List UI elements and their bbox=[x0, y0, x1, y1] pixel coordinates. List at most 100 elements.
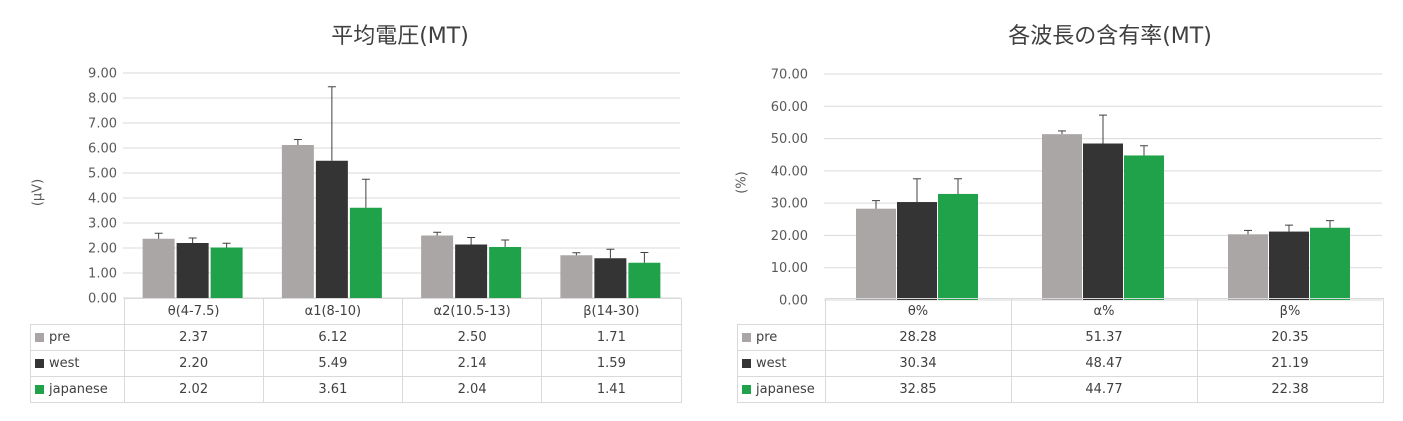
bar-pre bbox=[421, 235, 454, 298]
bar-japanese bbox=[210, 247, 243, 298]
table-corner bbox=[738, 299, 826, 325]
data-label: 6.12 bbox=[262, 324, 404, 351]
data-label: 1.59 bbox=[541, 350, 682, 377]
bar-west bbox=[176, 243, 209, 298]
category-label: β(14-30) bbox=[541, 298, 682, 325]
table-row: japanese 2.02 3.61 2.04 1.41 bbox=[30, 376, 682, 403]
data-label: 20.35 bbox=[1196, 324, 1384, 351]
series-name: pre bbox=[756, 330, 778, 345]
table-corner bbox=[31, 299, 125, 325]
table-row: west 2.20 5.49 2.14 1.59 bbox=[30, 350, 682, 377]
bar-west bbox=[315, 160, 348, 298]
data-label: 3.61 bbox=[262, 376, 404, 403]
legend-swatch bbox=[35, 385, 44, 394]
bar-west bbox=[897, 202, 937, 300]
chart-title: 各波長の含有率(MT) bbox=[1008, 24, 1212, 49]
data-label: 2.14 bbox=[401, 350, 543, 377]
data-label: 44.77 bbox=[1010, 376, 1198, 403]
data-label: 2.20 bbox=[123, 350, 264, 377]
legend-entry: pre bbox=[30, 324, 125, 351]
y-tick-label: 0.00 bbox=[779, 294, 808, 309]
table-row: pre 28.28 51.37 20.35 bbox=[737, 324, 1384, 351]
data-label: 22.38 bbox=[1196, 376, 1384, 403]
data-label: 28.28 bbox=[824, 324, 1012, 351]
voltage-chart-panel: 平均電圧(MT) (μV) 0.00 1.00 2.00 3.00 4.00 5.00 6.… bbox=[0, 0, 700, 421]
y-tick-label: 10.00 bbox=[771, 261, 808, 276]
series-name: pre bbox=[49, 330, 71, 345]
bar-japanese bbox=[489, 247, 522, 298]
y-tick-label: 40.00 bbox=[771, 164, 808, 179]
content-rate-chart-panel: 各波長の含有率(MT) (%) 0.00 10.00 20.00 30.00 40.00… bbox=[700, 0, 1403, 421]
y-tick-label: 30.00 bbox=[771, 197, 808, 212]
bar-west bbox=[594, 258, 627, 298]
legend-swatch bbox=[742, 385, 751, 394]
series-name: west bbox=[49, 356, 80, 371]
category-label: α2(10.5-13) bbox=[401, 298, 543, 325]
bar-japanese bbox=[1310, 227, 1350, 300]
data-label: 1.41 bbox=[541, 376, 682, 403]
bar-west bbox=[455, 244, 488, 298]
y-tick-label: 60.00 bbox=[771, 100, 808, 115]
y-tick-label: 20.00 bbox=[771, 229, 808, 244]
bar-japanese bbox=[349, 207, 382, 298]
voltage-bar-chart: 0.00 1.00 2.00 3.00 4.00 5.00 6.00 7.00 8.00 9.00 bbox=[88, 67, 680, 307]
table-row: japanese 32.85 44.77 22.38 bbox=[737, 376, 1384, 403]
legend-swatch bbox=[35, 359, 44, 368]
data-label: 2.04 bbox=[401, 376, 543, 403]
bar-pre bbox=[142, 238, 175, 298]
category-label: θ% bbox=[824, 298, 1012, 325]
bar-pre bbox=[560, 255, 593, 298]
bar-pre bbox=[1042, 134, 1082, 300]
content-rate-bar-chart: 0.00 10.00 20.00 30.00 40.00 50.00 60.00 70.00 bbox=[771, 68, 1382, 309]
category-label: β% bbox=[1196, 298, 1384, 325]
y-tick-label: 8.00 bbox=[88, 92, 117, 107]
y-tick-label: 3.00 bbox=[88, 217, 117, 232]
data-label: 21.19 bbox=[1196, 350, 1384, 377]
y-tick-label: 1.00 bbox=[88, 267, 117, 282]
y-tick-label: 50.00 bbox=[771, 132, 808, 147]
legend-swatch bbox=[742, 333, 751, 342]
series-name: japanese bbox=[756, 382, 815, 397]
data-label: 2.37 bbox=[123, 324, 264, 351]
table-row: pre 2.37 6.12 2.50 1.71 bbox=[30, 324, 682, 351]
legend-entry: pre bbox=[737, 324, 826, 351]
data-label: 51.37 bbox=[1010, 324, 1198, 351]
data-label: 30.34 bbox=[824, 350, 1012, 377]
legend-entry: west bbox=[737, 350, 826, 377]
legend-swatch bbox=[35, 333, 44, 342]
voltage-data-table: θ(4-7.5) α1(8-10) α2(10.5-13) β(14-30) pre 2.… bbox=[30, 298, 682, 403]
legend-entry: japanese bbox=[30, 376, 125, 403]
data-label: 1.71 bbox=[541, 324, 682, 351]
data-label: 2.02 bbox=[123, 376, 264, 403]
chart-title: 平均電圧(MT) bbox=[331, 24, 469, 49]
y-tick-label: 9.00 bbox=[88, 67, 117, 82]
category-label: α1(8-10) bbox=[262, 298, 404, 325]
legend-swatch bbox=[742, 359, 751, 368]
bar-japanese bbox=[938, 193, 978, 300]
table-row: west 30.34 48.47 21.19 bbox=[737, 350, 1384, 377]
y-tick-label: 5.00 bbox=[88, 167, 117, 182]
y-tick-label: 70.00 bbox=[771, 68, 808, 83]
y-tick-label: 7.00 bbox=[88, 117, 117, 132]
legend-entry: west bbox=[30, 350, 125, 377]
content-rate-data-table: θ% α% β% pre 28.28 51.37 20.35 west 30.34 48.47 21… bbox=[737, 298, 1384, 403]
legend-entry: japanese bbox=[737, 376, 826, 403]
y-tick-label: 2.00 bbox=[88, 242, 117, 257]
y-tick-label: 4.00 bbox=[88, 192, 117, 207]
bar-west bbox=[1083, 143, 1123, 300]
y-tick-label: 0.00 bbox=[88, 292, 117, 307]
bar-japanese bbox=[628, 262, 661, 298]
bar-pre bbox=[856, 208, 896, 300]
data-label: 5.49 bbox=[262, 350, 404, 377]
series-name: japanese bbox=[49, 382, 108, 397]
data-label: 32.85 bbox=[824, 376, 1012, 403]
bar-japanese bbox=[1124, 155, 1164, 300]
bar-west bbox=[1269, 231, 1309, 300]
series-name: west bbox=[756, 356, 787, 371]
category-label: α% bbox=[1010, 298, 1198, 325]
category-label: θ(4-7.5) bbox=[123, 298, 264, 325]
y-tick-label: 6.00 bbox=[88, 142, 117, 157]
bar-pre bbox=[281, 145, 314, 298]
data-label: 48.47 bbox=[1010, 350, 1198, 377]
bar-pre bbox=[1228, 234, 1268, 300]
